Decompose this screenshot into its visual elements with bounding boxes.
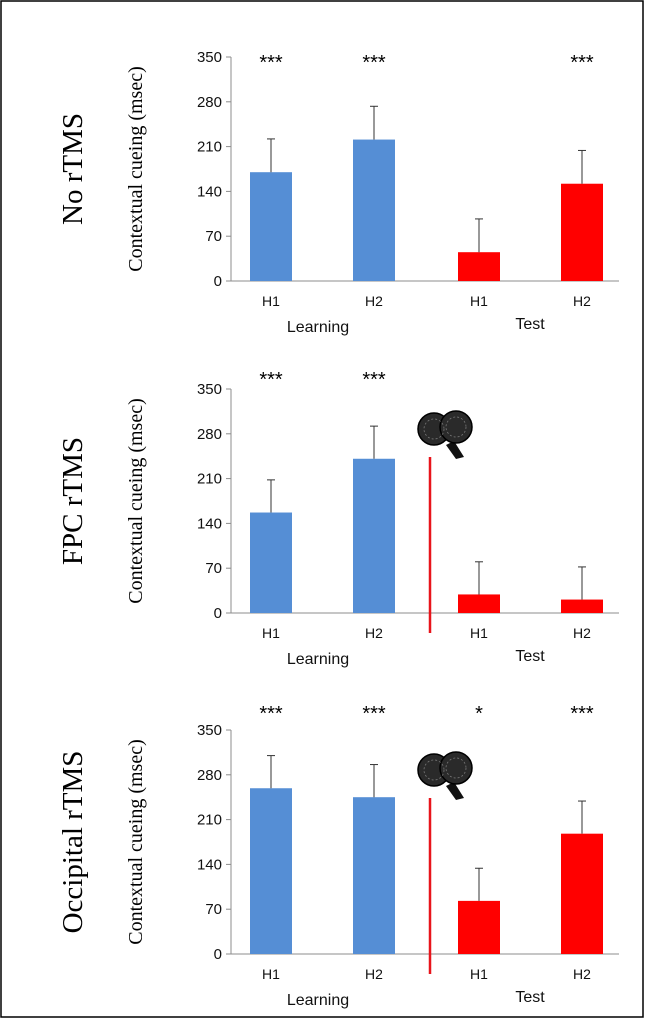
coil-handle xyxy=(446,782,464,800)
category-label: H1 xyxy=(262,625,280,641)
panel-1: No rTMS Contextual cueing (msec) 0 70 140 210… xyxy=(57,49,619,336)
y-tick-label: 70 xyxy=(205,228,222,245)
y-tick-label: 0 xyxy=(214,946,222,963)
bar xyxy=(458,252,500,281)
tms-coil-icon xyxy=(417,751,473,800)
coil-ring-right xyxy=(445,757,467,779)
coil-wing-right xyxy=(439,751,473,785)
category-label: H2 xyxy=(365,625,383,641)
panel-2: FPC rTMS Contextual cueing (msec) 0 70 140 21… xyxy=(57,369,619,668)
category-label: H2 xyxy=(573,966,591,982)
y-tick-label: 210 xyxy=(197,812,222,829)
bar xyxy=(250,172,292,281)
bar xyxy=(353,797,395,954)
bar xyxy=(561,599,603,613)
category-label: H2 xyxy=(573,625,591,641)
group-label-test: Test xyxy=(515,989,545,1006)
bar xyxy=(458,900,500,954)
category-label: H1 xyxy=(262,966,280,982)
group-label-test: Test xyxy=(515,316,545,333)
y-tick-label: 140 xyxy=(197,515,222,532)
bar xyxy=(250,788,292,954)
y-tick-label: 70 xyxy=(205,901,222,918)
significance-label: *** xyxy=(362,703,386,725)
significance-label: *** xyxy=(259,369,283,391)
group-label-test: Test xyxy=(515,648,545,665)
y-tick-label: 70 xyxy=(205,560,222,577)
category-label: H2 xyxy=(365,293,383,309)
significance-label: *** xyxy=(259,703,283,725)
category-label: H1 xyxy=(470,625,488,641)
y-tick-label: 0 xyxy=(214,273,222,290)
panel-3: Occipital rTMS Contextual cueing (msec) 0 7… xyxy=(57,703,619,1009)
bar xyxy=(561,183,603,281)
y-tick-label: 280 xyxy=(197,426,222,443)
panel-label: Occipital rTMS xyxy=(57,751,89,934)
y-tick-label: 280 xyxy=(197,767,222,784)
bar xyxy=(458,594,500,613)
tms-coil-icon xyxy=(417,410,473,459)
y-tick-label: 350 xyxy=(197,49,222,66)
category-label: H1 xyxy=(262,293,280,309)
panel-label: No rTMS xyxy=(57,113,89,225)
bar xyxy=(250,512,292,613)
significance-label: *** xyxy=(259,52,283,74)
y-tick-label: 280 xyxy=(197,94,222,111)
y-axis-label: Contextual cueing (msec) xyxy=(125,739,147,945)
y-axis-label: Contextual cueing (msec) xyxy=(125,66,147,272)
bar xyxy=(561,833,603,954)
significance-label: *** xyxy=(362,52,386,74)
y-tick-label: 140 xyxy=(197,856,222,873)
y-tick-label: 210 xyxy=(197,139,222,156)
coil-wing-right xyxy=(439,410,473,444)
group-label-learning: Learning xyxy=(287,651,349,668)
panel-label: FPC rTMS xyxy=(57,437,89,565)
y-tick-label: 140 xyxy=(197,183,222,200)
y-axis-label: Contextual cueing (msec) xyxy=(125,398,147,604)
bar xyxy=(353,458,395,613)
bar xyxy=(353,139,395,281)
coil-ring-left xyxy=(423,418,445,440)
coil-ring-left xyxy=(423,759,445,781)
coil-ring-right xyxy=(445,416,467,438)
y-tick-label: 210 xyxy=(197,471,222,488)
significance-label: *** xyxy=(570,52,594,74)
significance-label: *** xyxy=(570,703,594,725)
y-tick-label: 0 xyxy=(214,605,222,622)
significance-label: *** xyxy=(362,369,386,391)
significance-label: * xyxy=(475,703,483,725)
category-label: H1 xyxy=(470,293,488,309)
coil-handle xyxy=(446,441,464,459)
group-label-learning: Learning xyxy=(287,992,349,1009)
group-label-learning: Learning xyxy=(287,319,349,336)
category-label: H2 xyxy=(365,966,383,982)
y-tick-label: 350 xyxy=(197,722,222,739)
category-label: H2 xyxy=(573,293,591,309)
category-label: H1 xyxy=(470,966,488,982)
y-tick-label: 350 xyxy=(197,381,222,398)
